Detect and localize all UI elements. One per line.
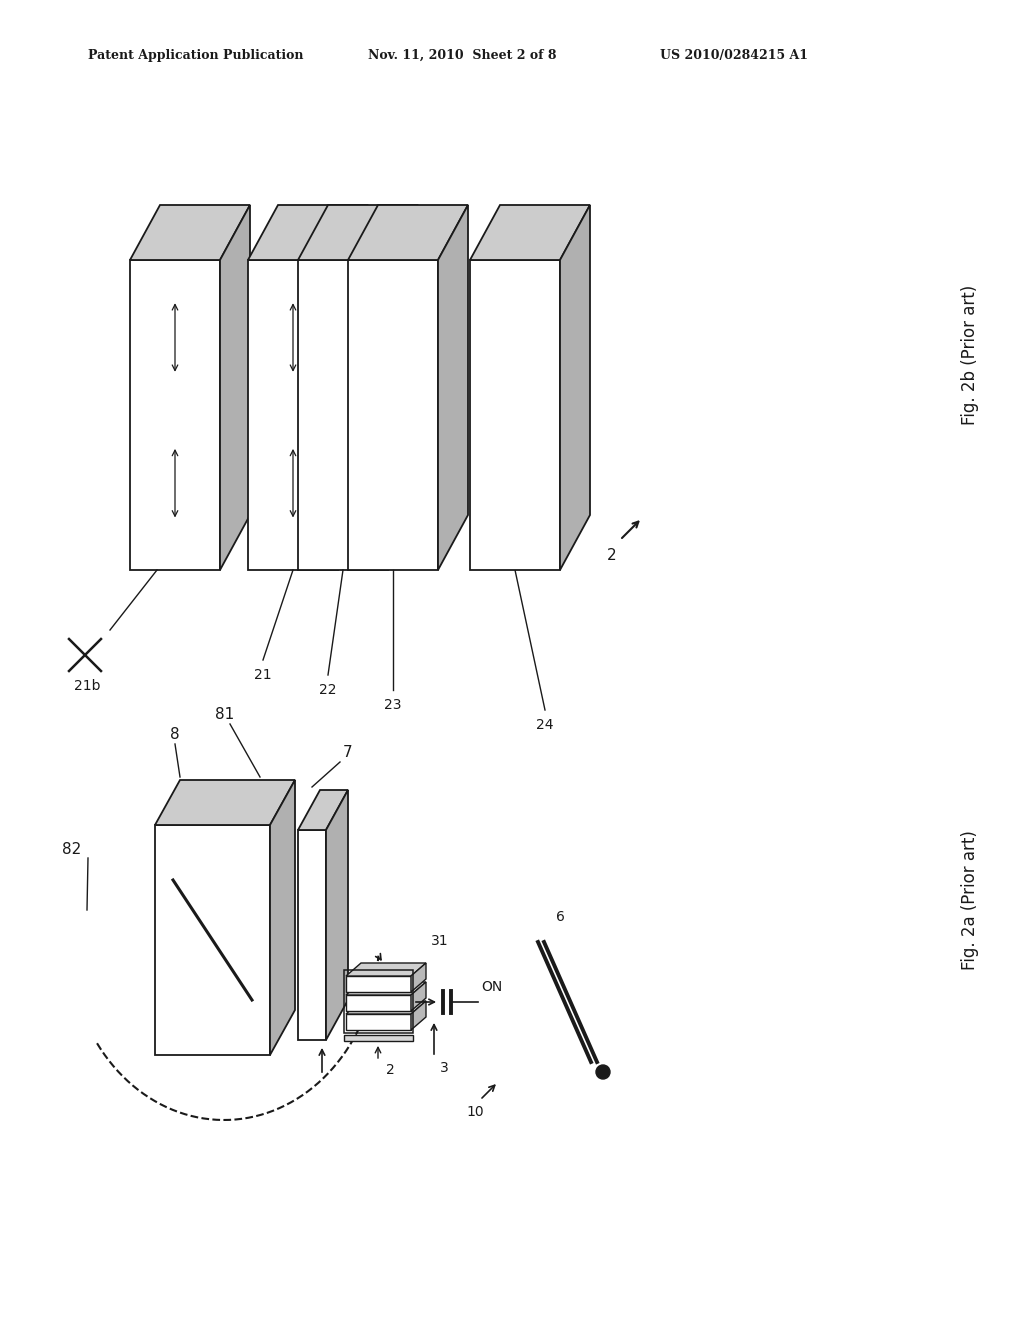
Polygon shape: [248, 205, 368, 260]
Text: 2: 2: [607, 548, 616, 564]
Polygon shape: [270, 780, 295, 1055]
Text: 31: 31: [431, 935, 449, 948]
Polygon shape: [348, 260, 438, 570]
Polygon shape: [326, 789, 348, 1040]
Text: 6: 6: [556, 909, 564, 924]
Polygon shape: [298, 205, 418, 260]
Polygon shape: [346, 1014, 411, 1030]
Text: Patent Application Publication: Patent Application Publication: [88, 49, 303, 62]
Polygon shape: [411, 982, 426, 1011]
Text: Fig. 2a (Prior art): Fig. 2a (Prior art): [961, 830, 979, 970]
Polygon shape: [346, 982, 426, 995]
Text: Nov. 11, 2010  Sheet 2 of 8: Nov. 11, 2010 Sheet 2 of 8: [368, 49, 556, 62]
Polygon shape: [348, 205, 468, 260]
Text: 8: 8: [170, 727, 180, 742]
Polygon shape: [411, 1001, 426, 1030]
Polygon shape: [248, 260, 338, 570]
Polygon shape: [438, 205, 468, 570]
Text: US 2010/0284215 A1: US 2010/0284215 A1: [660, 49, 808, 62]
Text: ON: ON: [481, 979, 502, 994]
Polygon shape: [388, 205, 418, 570]
Text: 22: 22: [319, 682, 337, 697]
Polygon shape: [155, 780, 295, 825]
Bar: [344, 970, 413, 1034]
Text: 82: 82: [62, 842, 82, 858]
Text: 3: 3: [440, 1061, 449, 1074]
Text: Fig. 2b (Prior art): Fig. 2b (Prior art): [961, 285, 979, 425]
Polygon shape: [130, 260, 220, 570]
Polygon shape: [411, 964, 426, 993]
Polygon shape: [346, 1001, 426, 1014]
Polygon shape: [346, 964, 426, 975]
Text: 81: 81: [215, 708, 234, 722]
Text: 2: 2: [386, 1063, 394, 1077]
Polygon shape: [346, 975, 411, 993]
Polygon shape: [155, 825, 270, 1055]
Polygon shape: [470, 205, 590, 260]
Polygon shape: [130, 205, 250, 260]
Polygon shape: [470, 260, 560, 570]
Circle shape: [596, 1065, 610, 1078]
Polygon shape: [298, 789, 348, 830]
Text: 24: 24: [537, 718, 554, 733]
Polygon shape: [298, 830, 326, 1040]
Polygon shape: [220, 205, 250, 570]
Polygon shape: [298, 260, 388, 570]
Polygon shape: [338, 205, 368, 570]
Bar: [344, 1035, 413, 1041]
Text: 21: 21: [254, 668, 271, 682]
Text: 10: 10: [466, 1105, 483, 1119]
Text: 7: 7: [343, 744, 353, 760]
Text: 23: 23: [384, 698, 401, 711]
Polygon shape: [346, 995, 411, 1011]
Text: 21b: 21b: [74, 678, 100, 693]
Polygon shape: [560, 205, 590, 570]
